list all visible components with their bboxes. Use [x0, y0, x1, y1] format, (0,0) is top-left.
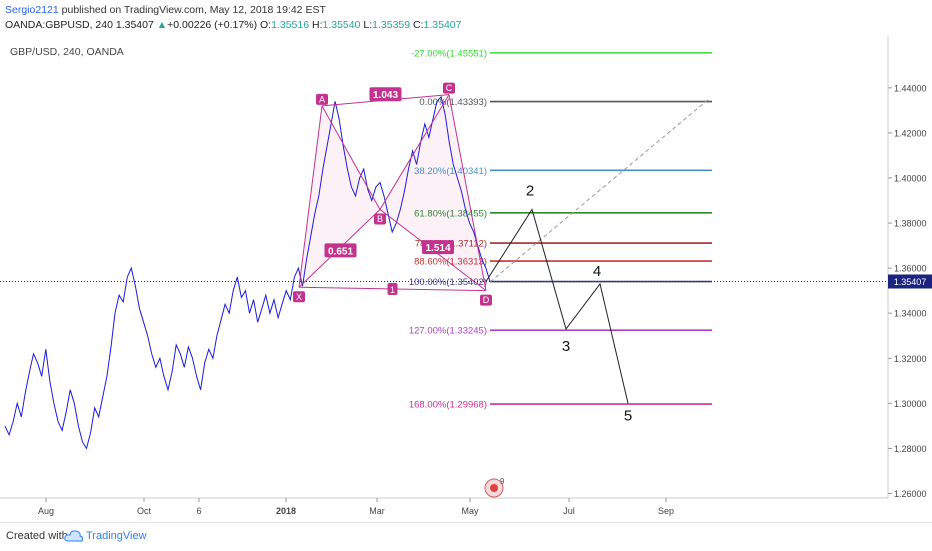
price-tick-label: 1.26000 — [894, 489, 927, 499]
chart-header: Sergio2121 published on TradingView.com,… — [0, 0, 932, 36]
price-tick-label: 1.38000 — [894, 219, 927, 229]
time-tick-label: 6 — [196, 506, 201, 516]
time-tick-label: 2018 — [276, 506, 296, 516]
fib-level-label: 100.00%(1.35402) — [409, 277, 487, 288]
pattern-leg — [379, 94, 450, 210]
open-value: 1.35516 — [271, 19, 310, 31]
time-tick-label: May — [461, 506, 479, 516]
author-link[interactable]: Sergio2121 — [5, 4, 59, 16]
pattern-ratio-badge — [422, 240, 454, 255]
time-tick-label: Jul — [563, 506, 575, 516]
fib-level-label: 0.00%(1.43393) — [419, 97, 487, 108]
published-text: published on TradingView.com, May 12, 20… — [61, 4, 326, 16]
pattern-ratio-label: 1.514 — [425, 243, 450, 254]
last-price-text: 1.35407 — [115, 19, 154, 31]
change-text: +0.00226 (+0.17%) — [167, 19, 258, 31]
low-label: L: — [363, 19, 373, 31]
pattern-point-label: X — [296, 292, 302, 302]
time-tick-label: Mar — [369, 506, 385, 516]
price-line — [4, 95, 491, 450]
pattern-point-label: A — [319, 94, 325, 104]
change-up-icon: ▲ — [156, 19, 168, 31]
fib-level-label: 38.20%(1.40341) — [414, 166, 487, 177]
time-tick-label: Aug — [38, 506, 54, 516]
harmonic-pattern: X A B C D 1.043 0.651 1.514 1 — [293, 82, 492, 306]
tradingview-cloud-icon — [64, 530, 84, 542]
price-axis[interactable]: 1.44000 1.42000 1.40000 1.38000 1.36000 1.340… — [888, 83, 927, 499]
wave-path — [485, 208, 629, 404]
pattern-point-label: C — [446, 83, 453, 93]
last-price-label: 1.35407 — [894, 277, 927, 287]
chart-area[interactable]: GBP/USD, 240, OANDA 1.44000 1.42000 1.4000… — [0, 36, 932, 520]
pattern-ratio-point-label: 1 — [390, 285, 395, 295]
fib-trend-line — [489, 97, 711, 283]
pattern-ratio-label: 0.651 — [328, 246, 353, 257]
pattern-point-badge — [316, 93, 328, 105]
high-label: H: — [311, 19, 323, 31]
time-tick-label: Oct — [137, 506, 152, 516]
price-tick-label: 1.32000 — [894, 354, 927, 364]
fib-level-label: 61.80%(1.38455) — [414, 208, 487, 219]
created-with-text: Created with — [6, 530, 68, 542]
pattern-point-badge — [443, 82, 455, 94]
high-value: 1.35540 — [322, 19, 361, 31]
pattern-ratio-badge — [369, 87, 402, 102]
wave-projection: 2 3 4 5 — [485, 183, 632, 424]
fib-level-label: -27.00%(1.45551) — [411, 48, 487, 59]
last-price-badge — [888, 274, 932, 289]
wave-label: 2 — [526, 183, 534, 200]
pattern-leg — [321, 105, 381, 210]
open-label: O: — [260, 19, 272, 31]
price-tick-label: 1.34000 — [894, 309, 927, 319]
price-tick-label: 1.44000 — [894, 83, 927, 93]
close-value: 1.35407 — [423, 19, 462, 31]
event-icon[interactable]: 9 — [484, 477, 505, 498]
close-label: C: — [413, 19, 424, 31]
fib-level-label: 168.00%(1.29968) — [409, 400, 487, 411]
price-tick-label: 1.36000 — [894, 264, 927, 274]
last-price-marker: 1.35407 — [0, 274, 932, 289]
publish-line: Sergio2121 published on TradingView.com,… — [5, 4, 326, 16]
tradingview-brand[interactable]: TradingView — [86, 530, 147, 542]
pattern-point-label: D — [483, 295, 490, 305]
pattern-point-badge — [374, 213, 386, 225]
symbol-text: OANDA:GBPUSD, 240 — [5, 19, 113, 31]
footer: Created with TradingView — [0, 522, 932, 551]
time-tick-label: Sep — [658, 506, 674, 516]
pattern-point-badge — [293, 291, 305, 303]
price-tick-label: 1.30000 — [894, 399, 927, 409]
pattern-point-badge — [480, 294, 492, 306]
svg-text:9: 9 — [500, 477, 505, 486]
price-tick-label: 1.40000 — [894, 173, 927, 183]
fib-level-label: 127.00%(1.33245) — [409, 326, 487, 337]
pattern-leg — [448, 94, 487, 291]
pattern-ratio-badge — [387, 282, 398, 295]
pattern-leg — [298, 105, 323, 288]
price-tick-label: 1.42000 — [894, 128, 927, 138]
pattern-point-label: B — [377, 214, 383, 224]
price-chart[interactable]: GBP/USD, 240, OANDA 1.44000 1.42000 1.4000… — [0, 36, 932, 520]
wave-label: 4 — [593, 263, 601, 280]
price-tick-label: 1.28000 — [894, 444, 927, 454]
wave-label: 3 — [562, 338, 570, 355]
fib-level-label: 88.60%(1.36313) — [414, 257, 487, 268]
pattern-ratio-badge — [324, 243, 357, 258]
quote-line: OANDA:GBPUSD, 240 1.35407 ▲+0.00226 (+0.… — [5, 19, 462, 31]
time-axis[interactable]: Aug Oct 6 2018 Mar May Jul Sep — [38, 498, 674, 516]
symbol-label: GBP/USD, 240, OANDA — [10, 46, 124, 58]
wave-label: 5 — [624, 407, 632, 424]
low-value: 1.35359 — [372, 19, 411, 31]
pattern-ratio-label: 1.043 — [373, 90, 398, 101]
